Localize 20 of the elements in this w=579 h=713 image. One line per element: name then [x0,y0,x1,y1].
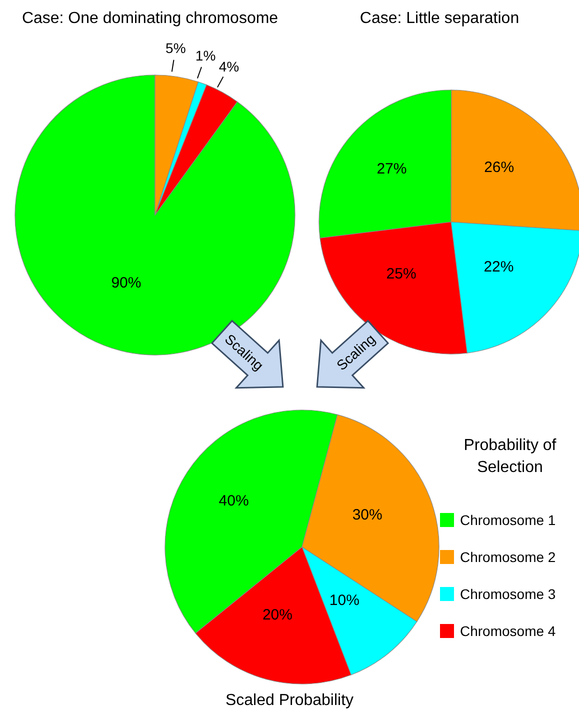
data-label: 26% [484,158,514,176]
data-label: 10% [329,592,360,610]
chart-title: Case: Little separation [358,10,520,28]
legend-label: Chromosome 3 [460,586,556,602]
data-label: 4% [218,58,240,74]
chart-title: Case: One dominating chromosome [20,10,280,28]
data-label: 1% [195,48,216,64]
legend-label: Chromosome 4 [460,622,556,638]
data-label: 30% [352,506,382,524]
text: Scaled Probability [224,692,355,710]
legend-label: Chromosome 1 [460,512,556,528]
data-label: 40% [218,492,249,510]
legend-label: Chromosome 2 [460,548,556,564]
data-label: 90% [111,274,142,292]
data-label: 25% [386,266,416,283]
data-label: 20% [262,606,293,624]
data-label: 5% [166,40,186,56]
legend-title: Probability of Selection [462,436,558,478]
data-label: 22% [484,258,514,276]
data-label: 27% [376,160,407,178]
